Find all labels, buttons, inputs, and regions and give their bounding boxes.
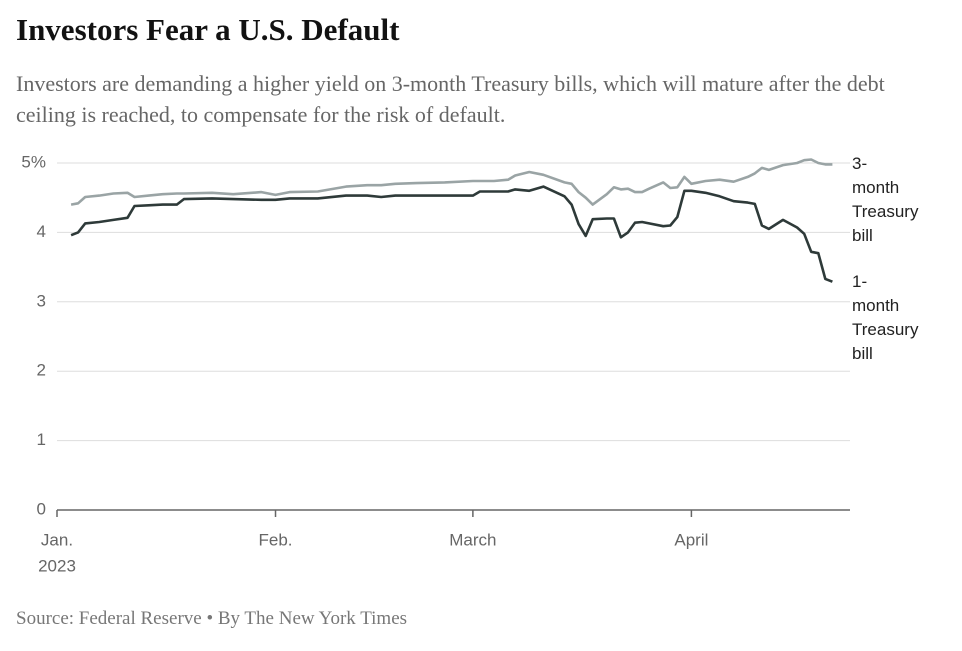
chart-title: Investors Fear a U.S. Default <box>16 12 400 47</box>
y-tick-label: 0 <box>37 499 46 518</box>
series-label: 3-month Treasury bill <box>852 154 919 246</box>
x-tick-label: Jan. <box>41 530 73 549</box>
x-tick-sublabel: 2023 <box>38 556 76 575</box>
y-tick-label: 2 <box>37 361 46 380</box>
y-tick-label: 4 <box>37 222 46 241</box>
x-tick-label: March <box>449 530 496 549</box>
x-tick-label: April <box>674 530 708 549</box>
series-line <box>70 158 833 206</box>
x-tick-label: Feb. <box>258 530 292 549</box>
y-tick-label: 1 <box>37 430 46 449</box>
source: Source: Federal Reserve • By The New Yor… <box>16 608 408 629</box>
chart-subtitle: Investors are demanding a higher yield o… <box>16 71 885 127</box>
y-tick-label: 5% <box>21 152 46 171</box>
y-tick-label: 3 <box>37 291 46 310</box>
series-line <box>70 185 833 283</box>
series-label: 1-month Treasury bill <box>852 271 919 363</box>
